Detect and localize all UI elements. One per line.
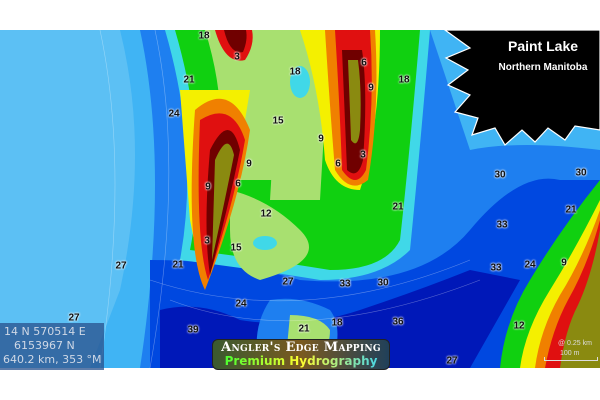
zoom-level: @ 0.25 km [558, 340, 592, 347]
depth-label: 18 [398, 74, 410, 86]
depth-label: 3 [360, 149, 366, 161]
depth-label: 3 [204, 235, 210, 247]
depth-label: 36 [392, 316, 404, 328]
depth-label: 30 [575, 167, 587, 179]
region-name: Northern Manitoba [498, 62, 588, 73]
lake-name: Paint Lake [507, 38, 579, 54]
scale-bar: @ 0.25 km 100 m [540, 340, 598, 361]
depth-label: 6 [235, 178, 241, 190]
depth-label: 18 [289, 66, 301, 78]
scale-line [544, 357, 598, 361]
depth-label: 21 [392, 201, 404, 213]
depth-label: 30 [494, 169, 506, 181]
distance-bearing: 640.2 km, 353 °M [3, 353, 102, 366]
depth-label: 33 [339, 278, 351, 290]
northing: 6153967 N [14, 339, 75, 352]
depth-label: 21 [172, 259, 184, 271]
zone-easting: 14 N 570514 E [4, 325, 86, 338]
depth-label: 24 [235, 298, 247, 310]
title-starburst [443, 30, 600, 146]
logo-line1: Angler's Edge Mapping [221, 340, 381, 355]
depth-label: 6 [361, 57, 367, 69]
depth-label: 30 [377, 277, 389, 289]
logo-line2: Premium Hydrography [213, 355, 389, 368]
depth-label: 24 [524, 259, 536, 271]
depth-label: 12 [513, 320, 525, 332]
depth-label: 39 [187, 324, 199, 336]
depth-label: 21 [298, 323, 310, 335]
depth-label: 9 [368, 82, 374, 94]
depth-label: 3 [234, 51, 240, 63]
depth-label: 21 [565, 204, 577, 216]
depth-label: 18 [198, 30, 210, 42]
scale-length: 100 m [560, 350, 580, 357]
contour-layer [0, 30, 600, 368]
depth-label: 9 [205, 181, 211, 193]
depth-label: 27 [282, 276, 294, 288]
depth-label: 15 [272, 115, 284, 127]
depth-label: 9 [246, 158, 252, 170]
depth-label: 27 [115, 260, 127, 272]
depth-label: 33 [490, 262, 502, 274]
map-title: Paint Lake Northern Manitoba [488, 38, 598, 73]
shallow-west-shelf [0, 30, 135, 368]
depth-label: 27 [68, 312, 80, 324]
depth-label: 9 [561, 257, 567, 269]
depth-label: 27 [446, 355, 458, 367]
depth-label: 33 [496, 219, 508, 231]
depth-label: 18 [331, 317, 343, 329]
position-readout: 14 N 570514 E 6153967 N 640.2 km, 353 °M [0, 323, 104, 370]
depth-label: 24 [168, 108, 180, 120]
depth-label: 15 [230, 242, 242, 254]
depth-label: 12 [260, 208, 272, 220]
depth-map[interactable]: 18 3 18 6 9 18 21 24 15 9 9 6 3 6 9 12 2… [0, 30, 600, 368]
brand-logo: Angler's Edge Mapping Premium Hydrograph… [212, 339, 390, 370]
depth-label: 21 [183, 74, 195, 86]
depth-label: 6 [335, 158, 341, 170]
depth-label: 9 [318, 133, 324, 145]
